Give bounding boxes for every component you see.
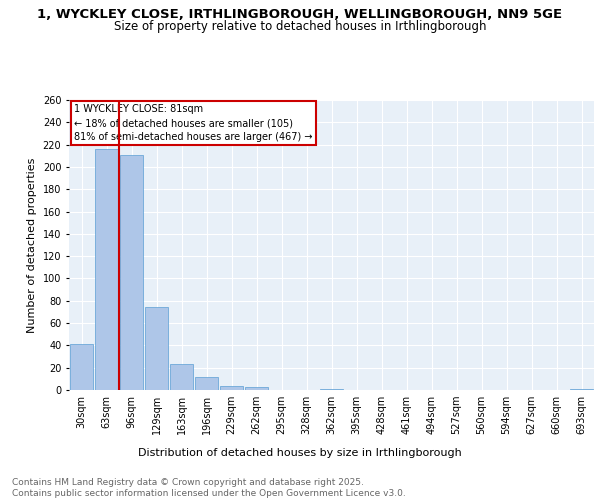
Bar [119,154,143,390]
Bar [320,389,343,390]
Bar [70,344,94,390]
Bar [145,308,169,390]
Bar [95,149,118,390]
Text: 1 WYCKLEY CLOSE: 81sqm
← 18% of detached houses are smaller (105)
81% of semi-de: 1 WYCKLEY CLOSE: 81sqm ← 18% of detached… [74,104,313,142]
Text: 1, WYCKLEY CLOSE, IRTHLINGBOROUGH, WELLINGBOROUGH, NN9 5GE: 1, WYCKLEY CLOSE, IRTHLINGBOROUGH, WELLI… [37,8,563,20]
Bar [569,389,593,390]
Text: Distribution of detached houses by size in Irthlingborough: Distribution of detached houses by size … [138,448,462,458]
Bar [245,386,268,390]
Text: Size of property relative to detached houses in Irthlingborough: Size of property relative to detached ho… [114,20,486,33]
Bar [170,364,193,390]
Bar [194,376,218,390]
Y-axis label: Number of detached properties: Number of detached properties [27,158,37,332]
Text: Contains HM Land Registry data © Crown copyright and database right 2025.
Contai: Contains HM Land Registry data © Crown c… [12,478,406,498]
Bar [220,386,244,390]
